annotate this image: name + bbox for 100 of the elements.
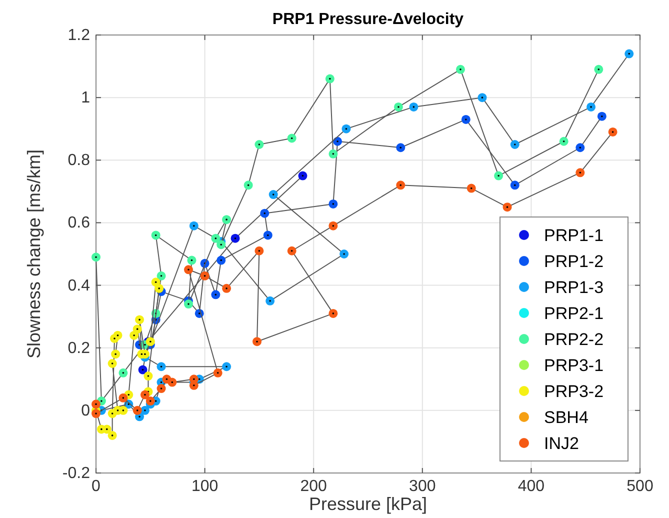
point [213, 368, 222, 378]
point [230, 234, 240, 243]
point [594, 64, 604, 74]
point [576, 143, 585, 152]
legend-label: PRP1-1 [544, 226, 604, 245]
point [156, 362, 166, 372]
point [156, 384, 166, 394]
point [396, 180, 406, 190]
point [168, 378, 177, 387]
point [328, 199, 338, 208]
point [135, 315, 144, 324]
point [325, 74, 334, 84]
point [478, 93, 487, 102]
y-tick-label: 1.2 [68, 27, 90, 44]
point [138, 365, 148, 374]
point [456, 64, 465, 74]
y-tick-label: -0.2 [62, 465, 90, 482]
point [287, 246, 296, 256]
point [154, 284, 164, 293]
point [254, 140, 264, 149]
y-tick-label: 1 [81, 90, 90, 107]
point [466, 184, 476, 193]
legend-label: PRP2-1 [544, 304, 604, 323]
legend-label: PRP3-2 [544, 382, 604, 401]
point [111, 350, 120, 359]
legend-label: SBH4 [544, 408, 588, 427]
point [108, 430, 117, 440]
x-tick-label: 200 [300, 478, 328, 495]
point [146, 396, 155, 406]
point [559, 136, 568, 146]
point [298, 171, 308, 180]
point [222, 215, 232, 224]
y-axis-title: Slowness change [ms/km] [24, 149, 44, 359]
point [184, 265, 193, 274]
point [254, 246, 264, 256]
point [510, 140, 520, 149]
point [140, 406, 150, 415]
point [187, 256, 196, 265]
x-tick-label: 100 [191, 478, 218, 495]
legend-label: PRP1-2 [544, 252, 604, 271]
point [461, 114, 470, 124]
point [156, 271, 166, 280]
point [340, 250, 349, 258]
y-tick-label: 0.6 [68, 214, 90, 232]
point [252, 337, 262, 346]
point [222, 284, 232, 293]
point [244, 180, 253, 190]
x-tick-label: 400 [518, 478, 545, 495]
legend-label: PRP3-1 [544, 356, 604, 375]
point [494, 171, 504, 180]
legend-label: PRP2-2 [544, 330, 604, 349]
point [132, 324, 142, 334]
point [624, 49, 634, 58]
point [586, 102, 596, 112]
point [333, 136, 342, 146]
point [118, 393, 128, 402]
point [510, 180, 520, 190]
point [608, 127, 618, 136]
point [92, 252, 100, 262]
legend-label: PRP1-3 [544, 278, 604, 297]
x-tick-label: 0 [92, 478, 101, 495]
point [502, 202, 512, 212]
legend-label: INJ2 [544, 434, 579, 453]
point [263, 230, 272, 240]
point [189, 221, 198, 230]
y-tick-label: 0 [81, 402, 90, 420]
point [140, 390, 150, 400]
point [211, 290, 220, 300]
point [260, 208, 270, 218]
point [92, 400, 100, 409]
point [266, 296, 275, 306]
point [342, 124, 351, 134]
point [113, 330, 122, 340]
point [328, 149, 338, 158]
point [216, 240, 226, 250]
chart-title: PRP1 Pressure-Δvelocity [272, 11, 464, 28]
point [132, 406, 142, 415]
x-tick-label: 300 [409, 478, 436, 495]
point [200, 271, 210, 280]
point [268, 190, 278, 200]
point [151, 230, 160, 240]
point [211, 234, 220, 243]
point [409, 102, 418, 112]
point [328, 221, 338, 230]
point [118, 368, 128, 378]
point [394, 102, 403, 112]
point [184, 300, 193, 309]
point [144, 372, 153, 381]
point [576, 168, 585, 178]
point [222, 362, 232, 372]
x-tick-label: 500 [626, 478, 654, 495]
y-tick-label: 0.4 [68, 277, 90, 294]
point [216, 256, 226, 265]
y-tick-label: 0.2 [68, 340, 90, 357]
point [597, 112, 606, 121]
point [396, 143, 406, 152]
point [108, 359, 117, 368]
y-tick-label: 0.8 [68, 152, 90, 170]
point [328, 308, 338, 318]
point [287, 134, 296, 143]
